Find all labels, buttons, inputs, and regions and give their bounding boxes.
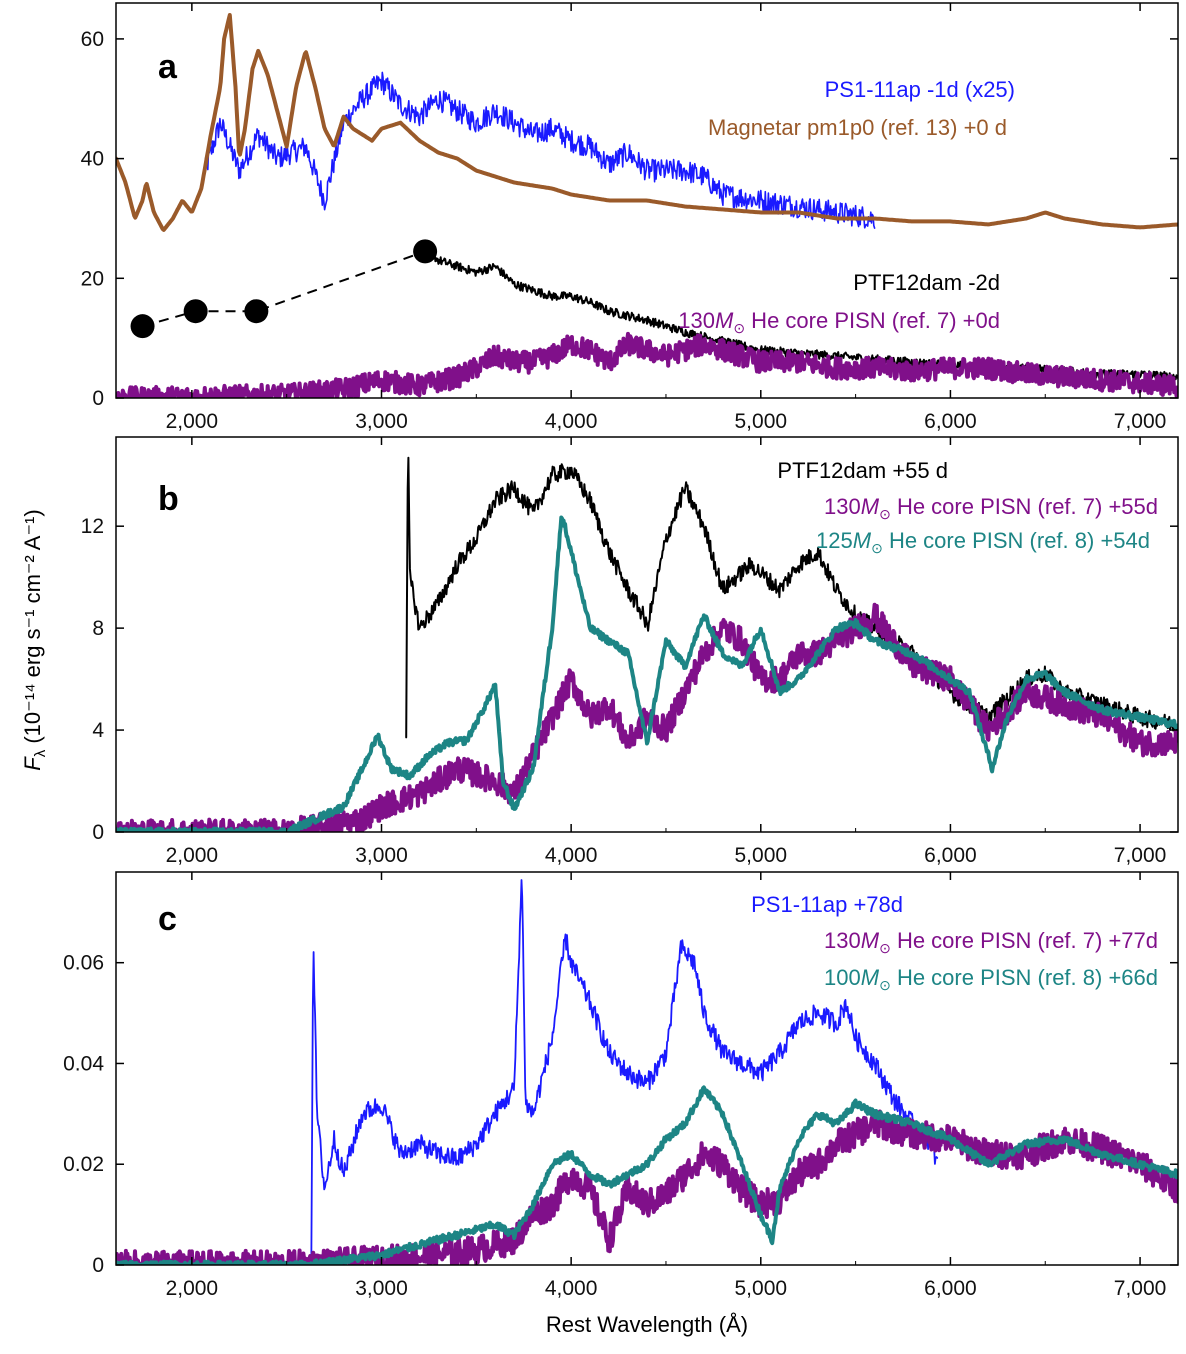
x-tick-label-b-2: 4,000 <box>545 844 598 867</box>
y-tick-label-c-3: 0.06 <box>63 952 104 975</box>
legend-a: PS1-11ap -1d (x25) Magnetar pm1p0 (ref. 1… <box>678 77 1015 336</box>
x-tick-label-a-5: 7,000 <box>1114 410 1167 433</box>
plot-area-a <box>116 13 1178 398</box>
x-tick-label-a-2: 4,000 <box>545 410 598 433</box>
x-tick-label-c-0: 2,000 <box>166 1277 219 1300</box>
legend-entry-a-1: Magnetar pm1p0 (ref. 13) +0 d <box>708 115 1007 140</box>
series-line-c-1 <box>116 1109 1178 1265</box>
legend-entry-b-1: 130M⊙ He core PISN (ref. 7) +55d <box>824 494 1158 522</box>
axes-frame-b <box>115 436 1179 833</box>
legend-entry-a-0: PS1-11ap -1d (x25) <box>825 77 1015 102</box>
x-tick-label-b-3: 5,000 <box>735 844 788 867</box>
plot-area-c <box>116 879 1178 1265</box>
y-tick-label-b-0: 0 <box>92 821 104 844</box>
legend-entry-b-0: PTF12dam +55 d <box>777 458 948 483</box>
legend-entry-c-0: PS1-11ap +78d <box>751 892 903 917</box>
y-tick-label-a-2: 40 <box>81 148 104 171</box>
panel-letter-a: a <box>158 48 178 86</box>
x-tick-label-a-4: 6,000 <box>924 410 977 433</box>
legend-entry-c-1: 130M⊙ He core PISN (ref. 7) +77d <box>824 928 1158 956</box>
x-tick-label-b-4: 6,000 <box>924 844 977 867</box>
panel-b: 2,000 3,000 4,000 5,000 6,000 7,000 0 4 8 12 b PTF1… <box>81 436 1179 867</box>
series-line-b-1 <box>116 602 1178 832</box>
x-tick-label-b-1: 3,000 <box>355 844 408 867</box>
y-tick-label-b-3: 12 <box>81 515 104 538</box>
photometry-point-2 <box>244 299 269 324</box>
x-tick-label-a-0: 2,000 <box>166 410 219 433</box>
x-tick-label-a-3: 5,000 <box>735 410 788 433</box>
axes-frame-c <box>115 871 1179 1266</box>
marker-dashed-line <box>142 250 426 328</box>
series-line-c-2 <box>116 1085 1178 1265</box>
y-tick-label-c-0: 0 <box>92 1254 104 1277</box>
series-line-a-3 <box>116 331 1178 398</box>
y-axis-title: Fλ (10⁻¹⁴ erg s⁻¹ cm⁻² A⁻¹) <box>20 509 49 770</box>
legend-entry-b-2: 125M⊙ He core PISN (ref. 8) +54d <box>816 528 1150 556</box>
y-tick-label-c-1: 0.02 <box>63 1153 104 1176</box>
x-tick-label-b-5: 7,000 <box>1114 844 1167 867</box>
series-line-b-2 <box>116 515 1178 832</box>
plot-area-b <box>116 456 1178 832</box>
y-tick-label-a-3: 60 <box>81 28 104 51</box>
photometry-point-0 <box>130 314 155 339</box>
series-line-c-0 <box>310 879 939 1265</box>
legend-entry-c-2: 100M⊙ He core PISN (ref. 8) +66d <box>824 965 1158 993</box>
legend-c: PS1-11ap +78d 130M⊙ He core PISN (ref. 7)… <box>751 892 1158 993</box>
y-tick-label-c-2: 0.04 <box>63 1052 104 1075</box>
x-tick-label-c-2: 4,000 <box>545 1277 598 1300</box>
axes-frame-a <box>115 2 1179 399</box>
x-tick-label-a-1: 3,000 <box>355 410 408 433</box>
legend-entry-a-2: PTF12dam -2d <box>853 270 1000 295</box>
panel-a: 2,000 3,000 4,000 5,000 6,000 7,000 0 20 40 60 a PS… <box>81 2 1179 433</box>
photometry-point-1 <box>183 299 208 324</box>
y-tick-label-b-1: 4 <box>92 719 104 742</box>
series-line-a-0 <box>202 71 876 229</box>
x-axis-title: Rest Wavelength (Å) <box>546 1312 748 1337</box>
y-tick-label-a-1: 20 <box>81 267 104 290</box>
legend-entry-a-3: 130M⊙ He core PISN (ref. 7) +0d <box>678 308 1000 336</box>
x-tick-label-c-4: 6,000 <box>924 1277 977 1300</box>
x-tick-label-b-0: 2,000 <box>166 844 219 867</box>
y-tick-label-b-2: 8 <box>92 617 104 640</box>
photometry-point-3 <box>413 239 438 264</box>
y-tick-label-a-0: 0 <box>92 387 104 410</box>
x-tick-label-c-5: 7,000 <box>1114 1277 1167 1300</box>
x-tick-label-c-3: 5,000 <box>735 1277 788 1300</box>
legend-b: PTF12dam +55 d 130M⊙ He core PISN (ref. 7… <box>777 458 1158 556</box>
panel-c: 2,000 3,000 4,000 5,000 6,000 7,000 0 0.02 0.04 0… <box>63 871 1179 1300</box>
panel-letter-b: b <box>158 480 179 518</box>
x-tick-label-c-1: 3,000 <box>355 1277 408 1300</box>
series-line-a-1 <box>116 13 1178 232</box>
panel-letter-c: c <box>158 900 177 938</box>
